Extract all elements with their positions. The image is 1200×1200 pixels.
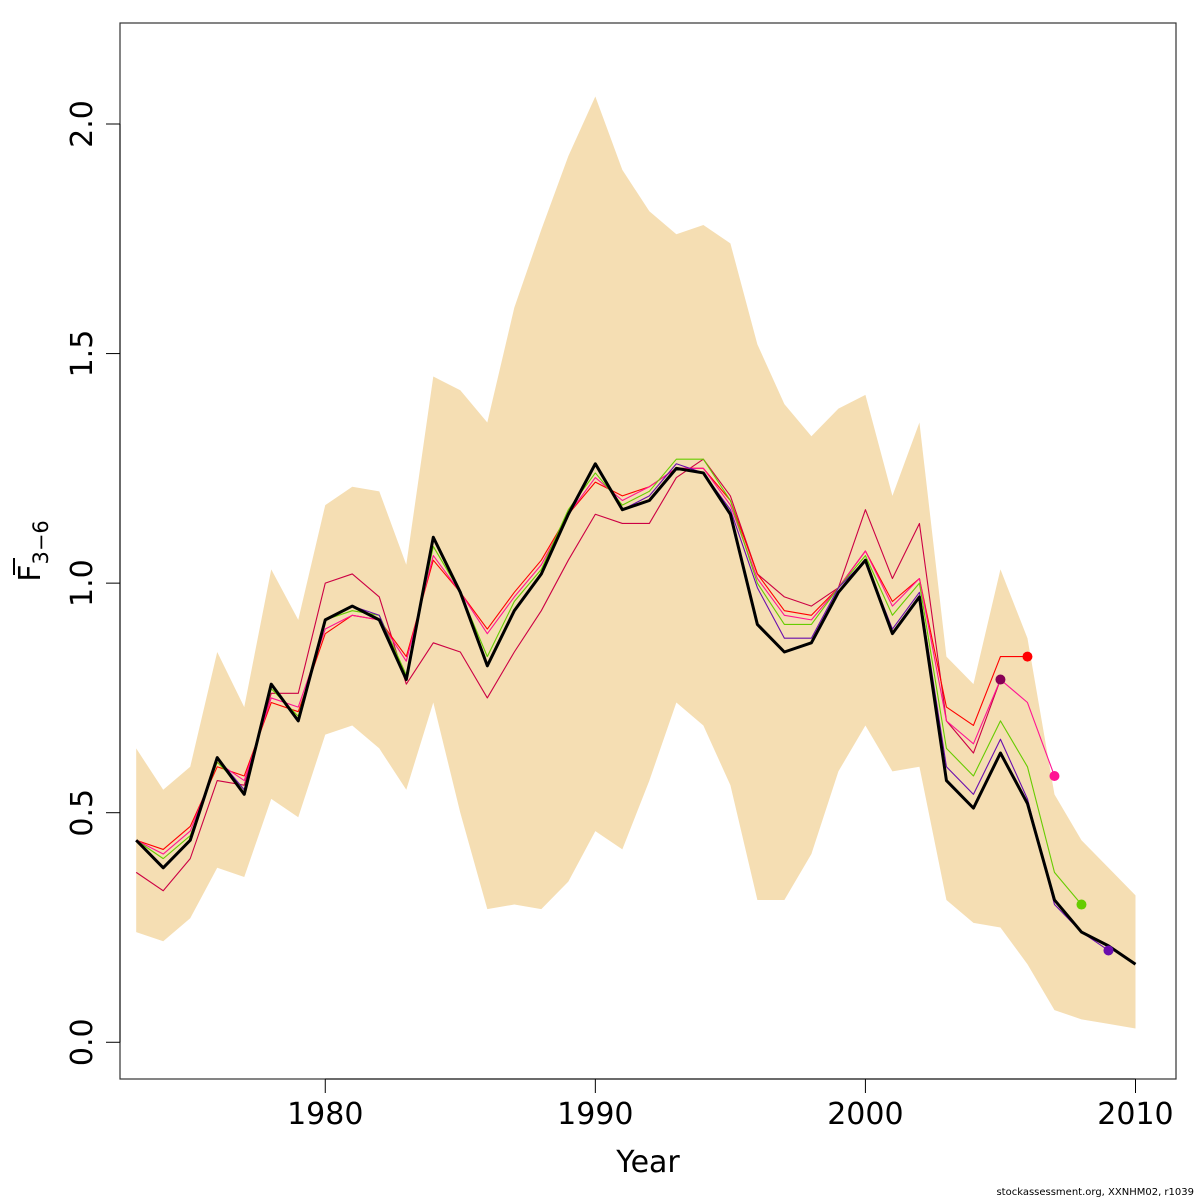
y-axis-title-main: F — [13, 565, 48, 582]
x-tick-label: 1990 — [557, 1097, 633, 1132]
footer-credit: stockassessment.org, XXNHM02, r1039 — [996, 1187, 1194, 1198]
x-tick-label: 2010 — [1097, 1097, 1173, 1132]
series-end-point-4 — [1076, 899, 1087, 910]
series-end-point-1 — [995, 674, 1006, 685]
y-tick-label: 2.0 — [65, 100, 100, 148]
series-line-6 — [135, 462, 1137, 966]
y-axis-title-sub: 3−6 — [29, 520, 53, 564]
series-line-2 — [136, 467, 1028, 850]
series-end-point-3 — [1049, 770, 1060, 781]
svg-text:F3−6: F3−6 — [13, 520, 53, 582]
x-axis-title: Year — [615, 1145, 680, 1180]
y-tick-label: 1.0 — [65, 559, 100, 607]
series-end-points — [995, 651, 1114, 956]
y-axis-title: F3−6 — [13, 520, 53, 582]
x-tick-label: 2000 — [827, 1097, 903, 1132]
y-axis: 0.0 0.5 1.0 1.5 2.0 — [65, 100, 121, 1066]
confidence-band — [136, 96, 1136, 1029]
y-tick-label: 1.5 — [65, 330, 100, 378]
x-tick-label: 1980 — [287, 1097, 363, 1132]
series-line-1 — [135, 458, 1001, 892]
confidence-band-area — [136, 96, 1136, 1029]
y-tick-label: 0.0 — [65, 1018, 100, 1066]
series-line-3 — [135, 467, 1055, 855]
series-lines — [135, 458, 1137, 966]
series-end-point-5 — [1103, 945, 1114, 956]
series-end-point-2 — [1022, 651, 1033, 662]
x-axis: 1980 1990 2000 2010 — [287, 1078, 1174, 1132]
y-tick-label: 0.5 — [65, 789, 100, 837]
